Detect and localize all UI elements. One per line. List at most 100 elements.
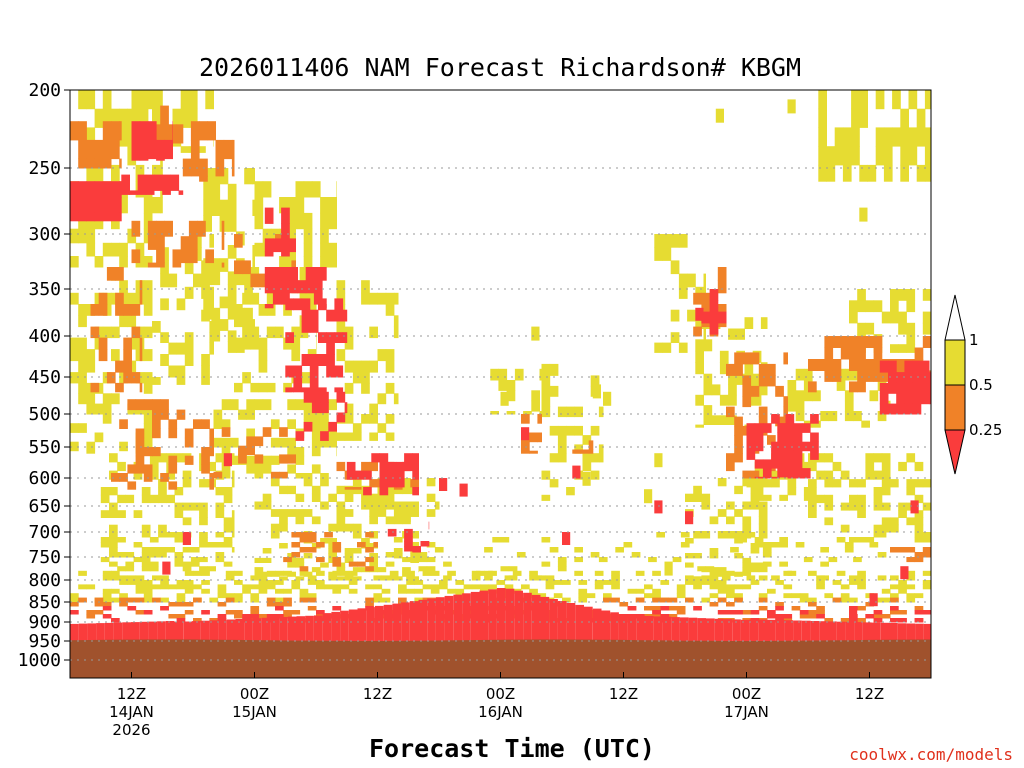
heatmap-cell [537,414,542,424]
heatmap-cell [135,575,145,581]
heatmap-cell [801,468,811,478]
heatmap-cell [728,415,737,425]
heatmap-cell [693,584,702,590]
heatmap-cell [728,384,737,396]
heatmap-cell [844,547,854,553]
heatmap-cell [309,354,319,366]
heatmap-cell [143,584,153,590]
heatmap-cell [676,593,686,599]
heatmap-cell [135,447,145,457]
heatmap-cell [182,479,192,488]
heatmap-cell [393,501,403,510]
heatmap-cell [857,580,866,585]
heatmap-cell [912,360,922,373]
heatmap-cell [190,139,200,160]
heatmap-cell [793,423,803,433]
heatmap-cell [266,382,276,393]
heatmap-cell [379,453,389,463]
heatmap-cell [295,212,305,230]
y-tick-label: 900 [28,612,61,633]
heatmap-cell [111,181,120,198]
heatmap-cell [135,437,145,448]
boundary-layer-cell [618,614,628,644]
heatmap-cell [900,566,909,580]
heatmap-cell [102,121,112,141]
heatmap-cell [539,368,542,381]
heatmap-cell [346,470,356,480]
heatmap-cell [703,339,713,352]
heatmap-cell [184,584,194,590]
heatmap-cell [685,511,694,525]
heatmap-cell [336,181,337,198]
heatmap-cell [365,584,374,590]
heatmap-cell [410,542,419,548]
heatmap-cell [156,220,165,237]
heatmap-cell [373,593,383,599]
heatmap-cell [137,174,147,191]
heatmap-cell [217,584,227,590]
heatmap-cell [160,354,169,366]
heatmap-cell [316,337,317,350]
boundary-layer-cell [226,619,236,644]
heatmap-cell [123,337,132,350]
heatmap-cell [332,561,342,567]
heatmap-cell [111,139,120,160]
heatmap-cell [898,618,907,623]
heatmap-cell [207,121,216,141]
heatmap-cell [344,360,354,373]
heatmap-cell [299,593,309,599]
heatmap-cell [299,537,309,543]
heatmap-cell [254,464,264,474]
heatmap-cell [254,454,264,464]
heatmap-cell [851,146,860,166]
heatmap-cell [344,523,354,532]
heatmap-cell [320,538,329,544]
heatmap-cell [203,271,212,286]
heatmap-cell [490,411,499,415]
heatmap-cell [156,158,165,161]
heatmap-cell [824,517,834,526]
heatmap-cell [726,461,735,472]
heatmap-cell [102,181,112,198]
boundary-layer-cell [706,618,715,644]
heatmap-cell [758,593,768,599]
heatmap-cell [193,570,202,576]
heatmap-cell [750,501,760,510]
heatmap-cell [668,606,678,611]
heatmap-cell [539,411,542,415]
heatmap-cell [582,461,592,472]
heatmap-cell [500,566,510,572]
heatmap-cell [857,359,866,371]
heatmap-cell [762,468,772,478]
heatmap-cell [512,570,522,576]
heatmap-cell [135,580,145,585]
heatmap-cell [881,597,891,603]
heatmap-cell [211,258,221,272]
heatmap-cell [861,420,870,428]
heatmap-cell [857,570,866,576]
heatmap-cell [174,557,184,563]
heatmap-cell [402,478,411,487]
heatmap-cell [758,406,768,418]
heatmap-cell [143,292,153,305]
heatmap-cell [793,432,803,443]
y-tick-label: 950 [28,631,61,652]
y-tick-label: 500 [28,404,61,425]
heatmap-cell [352,576,362,581]
heatmap-cell [86,158,96,169]
heatmap-cell [184,437,194,448]
heatmap-cell [777,441,786,452]
heatmap-cell [145,174,155,191]
heatmap-cell [709,548,719,554]
boundary-layer-cell [287,616,297,644]
heatmap-cell [791,606,801,611]
heatmap-cell [799,614,809,619]
heatmap-cell [824,618,834,623]
heatmap-cell [328,399,337,411]
heatmap-cell [734,509,743,517]
y-tick-label: 600 [28,468,61,489]
credit-link[interactable]: coolwx.com/models [849,745,1013,764]
heatmap-cell [215,510,225,518]
heatmap-cell [795,400,805,412]
heatmap-cell [888,360,897,373]
